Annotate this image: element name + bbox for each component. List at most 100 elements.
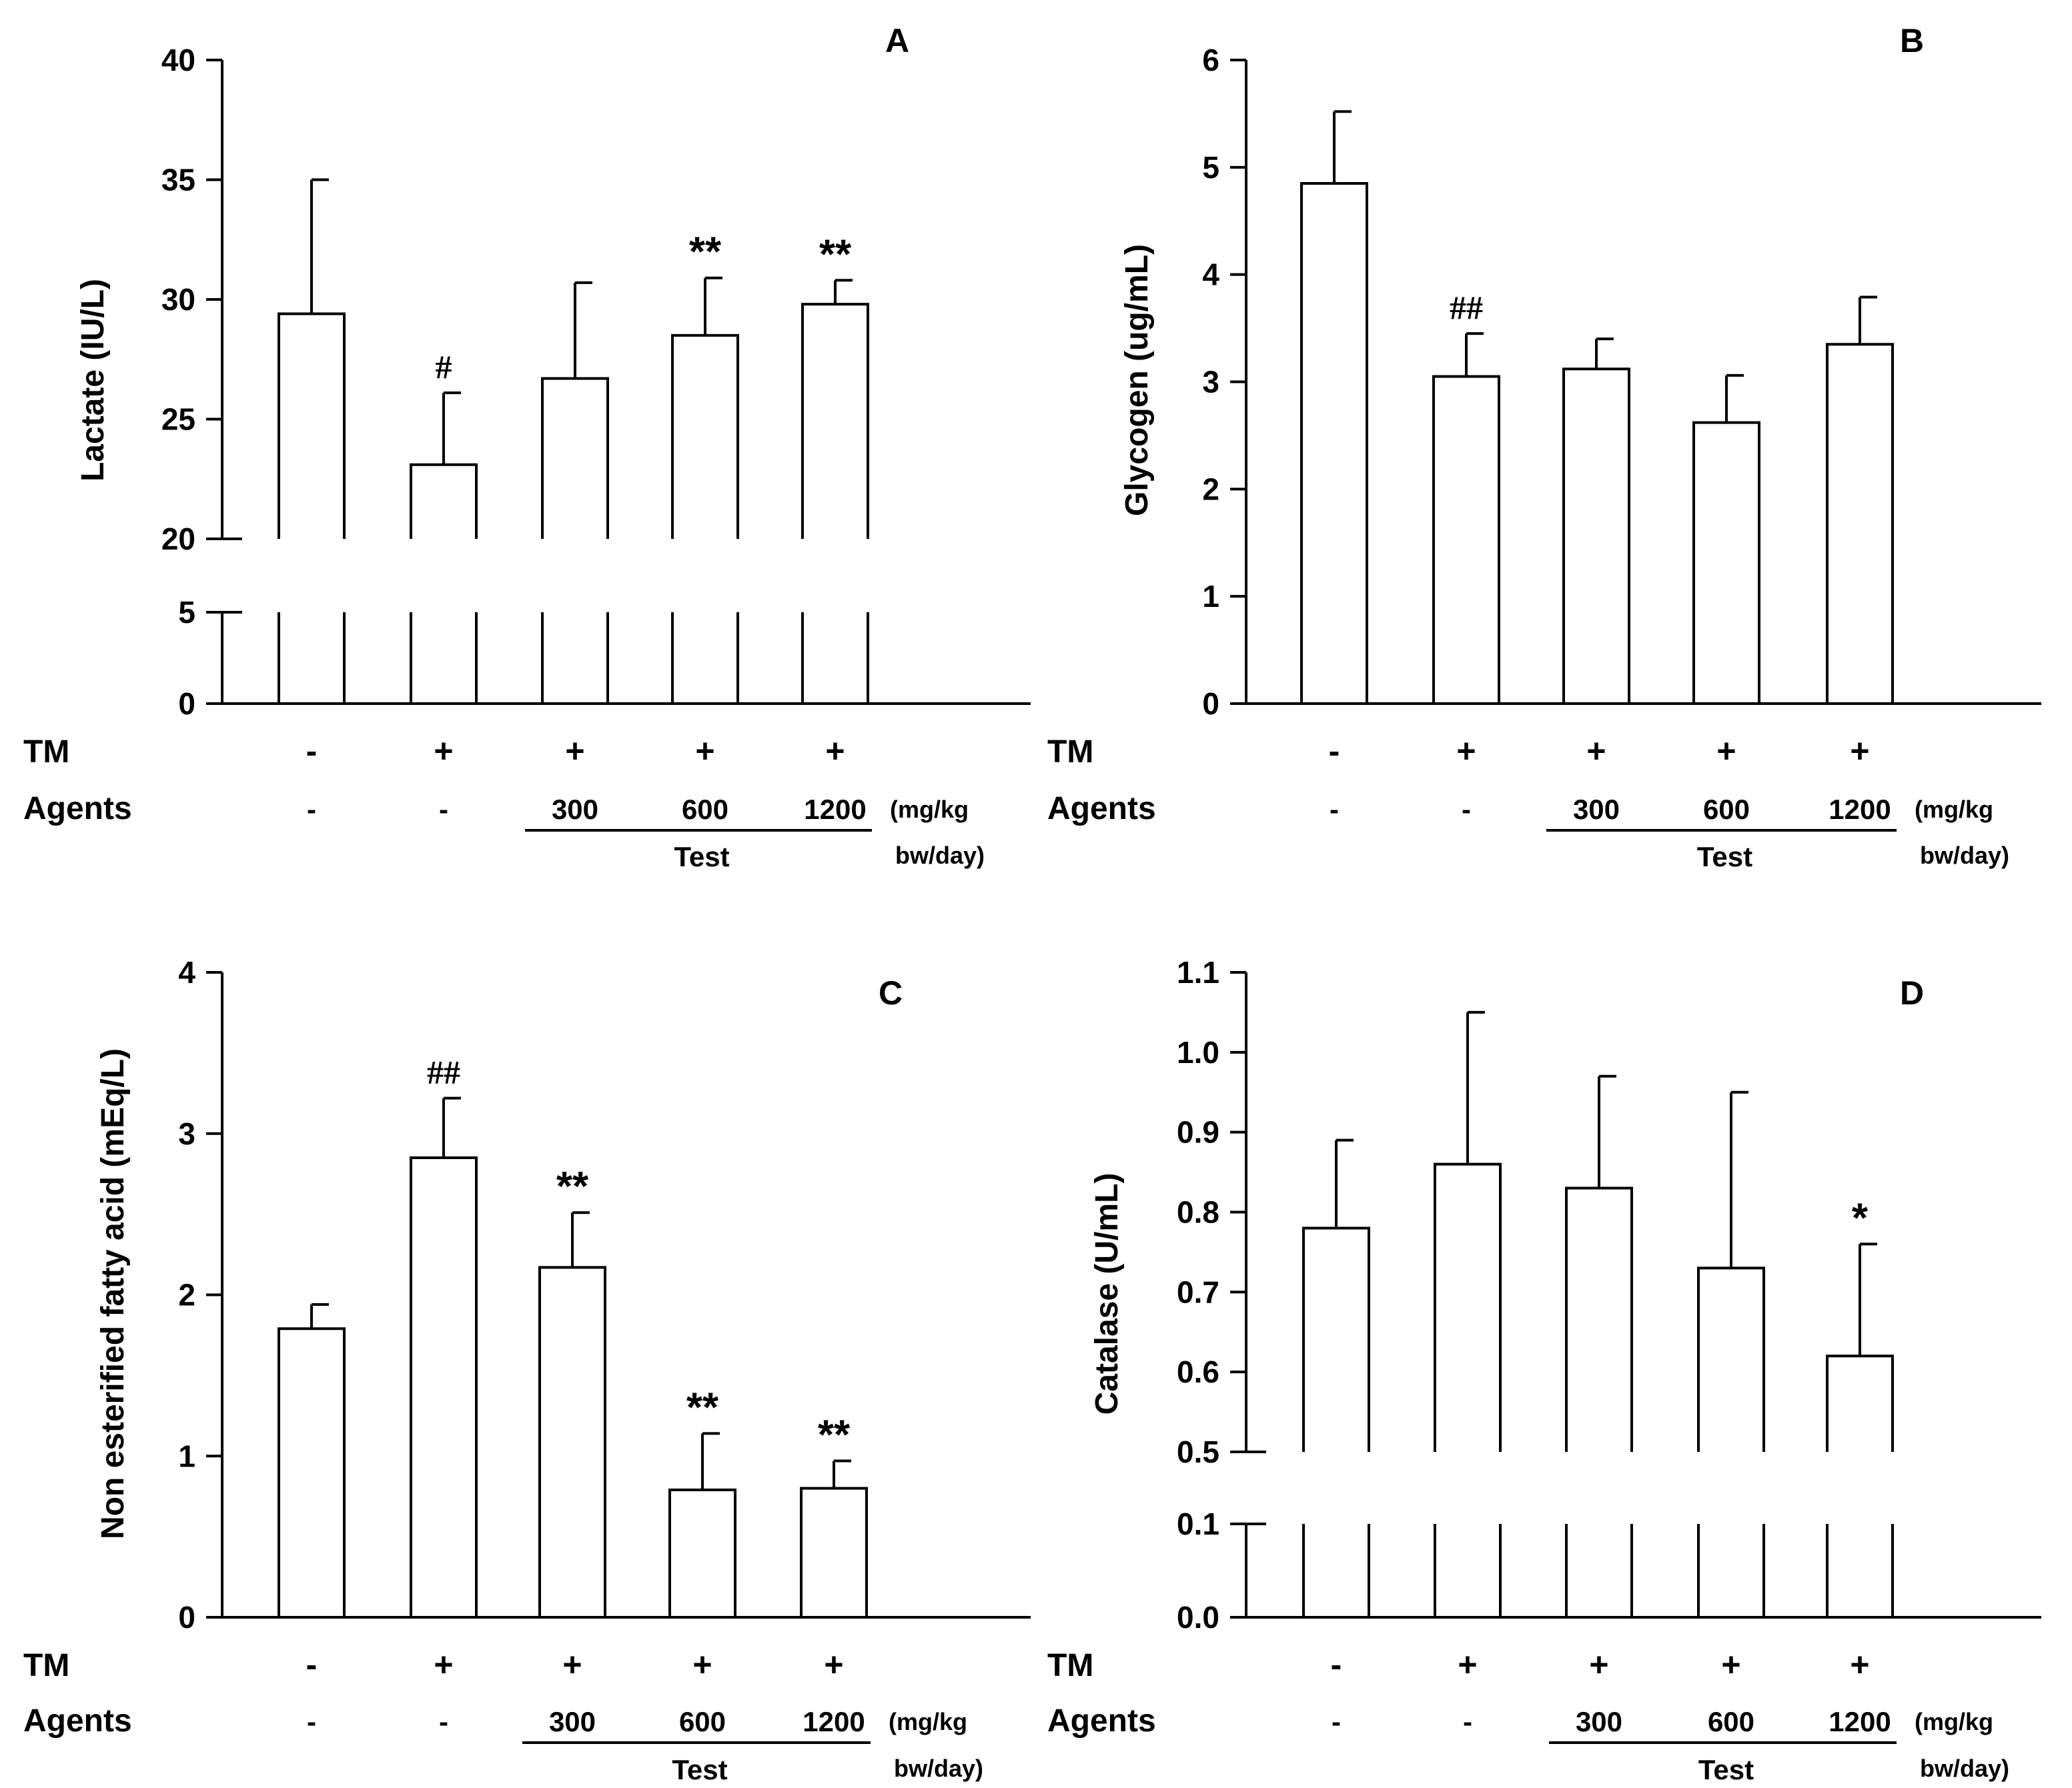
test-group-label: Test	[1697, 841, 1752, 872]
unit-label-line1: (mg/kg	[1915, 1708, 1993, 1735]
bar	[1432, 375, 1500, 704]
agent-dose: 300	[1573, 794, 1620, 825]
agent-dose: -	[1330, 794, 1339, 825]
tm-row-label: TM	[23, 734, 69, 770]
y-axis-title: Non esterified fatty acid (mEq/L)	[95, 1048, 131, 1539]
y-tick-label: 4	[178, 955, 195, 990]
y-tick-label: 0	[178, 1600, 195, 1635]
bar	[1562, 367, 1630, 704]
error-bar	[833, 1459, 851, 1489]
bar	[410, 463, 478, 704]
y-tick-label: 1.0	[1177, 1035, 1219, 1070]
y-tick-label: 25	[161, 402, 195, 437]
y-tick-label: 30	[161, 282, 195, 317]
agent-dose: 600	[682, 794, 728, 825]
agent-dose: -	[307, 1706, 316, 1737]
y-axis-title: Catalase (U/mL)	[1089, 1173, 1125, 1415]
agent-dose: 1200	[803, 1706, 865, 1737]
significance-label: **	[818, 1413, 851, 1459]
agent-dose: 300	[549, 1706, 596, 1737]
significance-label: **	[819, 231, 852, 277]
y-tick-label: 5	[1202, 150, 1219, 185]
significance-label: ##	[1450, 289, 1483, 326]
tm-row-label: TM	[23, 1648, 69, 1683]
agent-dose: -	[1463, 1706, 1472, 1737]
bar	[541, 377, 609, 704]
error-bar	[310, 178, 329, 314]
error-bar	[442, 391, 461, 465]
panel-label: A	[885, 22, 909, 59]
error-bar	[1730, 1090, 1748, 1268]
unit-label-line2: bw/day)	[1920, 842, 2009, 869]
chart-panel-a: 0 5 20 25 30 35 40 Lactate (IU/L) A - - # + - +300 ** +6…	[23, 22, 1031, 872]
agents-row-label: Agents	[1047, 791, 1156, 826]
unit-label-line2: bw/day)	[895, 842, 985, 869]
y-tick-label: 3	[178, 1116, 195, 1151]
tm-value: +	[1458, 1646, 1477, 1683]
bar	[1300, 181, 1368, 704]
y-tick-label: 1	[178, 1439, 195, 1473]
y-tick-label: 6	[1202, 43, 1219, 77]
error-bar	[574, 281, 592, 379]
bar	[1434, 1162, 1502, 1617]
y-tick-label: 20	[161, 522, 195, 556]
tm-value: +	[824, 1646, 843, 1683]
unit-label-line2: bw/day)	[1920, 1755, 2009, 1782]
error-bar	[310, 1303, 329, 1329]
chart-panel-c: 0 1 2 3 4 Non esterified fatty acid (mEq/L) C -…	[23, 955, 1031, 1785]
significance-label: *	[1852, 1195, 1869, 1241]
error-bar	[1465, 332, 1484, 377]
unit-label-line1: (mg/kg	[889, 1708, 967, 1735]
y-tick-label: 0.0	[1177, 1600, 1219, 1635]
tm-value: +	[1721, 1646, 1740, 1683]
error-bar	[704, 276, 722, 335]
test-group-label: Test	[674, 841, 729, 872]
significance-label: **	[556, 1164, 589, 1210]
y-tick-label: 0.6	[1177, 1355, 1219, 1389]
bar	[668, 1489, 736, 1617]
tm-value: +	[1716, 732, 1736, 770]
y-axis-title: Lactate (IU/L)	[75, 279, 111, 482]
error-bar	[1335, 1138, 1354, 1228]
agent-dose: 600	[1708, 1706, 1754, 1737]
error-bar	[701, 1432, 720, 1491]
bar	[1826, 1355, 1894, 1617]
agents-row-label: Agents	[23, 791, 132, 826]
agent-dose: 600	[679, 1706, 726, 1737]
error-bar	[1725, 373, 1744, 423]
error-bar	[442, 1096, 461, 1158]
agent-dose: 1200	[1829, 794, 1891, 825]
tm-value: -	[306, 1646, 318, 1683]
y-tick-label: 0.5	[1177, 1435, 1219, 1469]
agent-dose: 1200	[1829, 1706, 1891, 1737]
tm-value: -	[306, 732, 318, 770]
test-group-label: Test	[1698, 1754, 1754, 1785]
significance-label: #	[436, 348, 452, 385]
significance-label: **	[689, 229, 722, 275]
unit-label-line1: (mg/kg	[1915, 796, 1993, 823]
tm-row-label: TM	[1047, 1648, 1093, 1683]
test-group-label: Test	[672, 1754, 727, 1785]
chart-panel-d: 0.0 0.1 0.5 0.6 0.7 0.8 0.9 1.0 1.1 Catalase (U/m…	[1047, 955, 2041, 1785]
y-tick-label: 4	[1202, 257, 1219, 292]
tm-value: +	[1456, 732, 1476, 770]
tm-value: +	[825, 732, 845, 770]
y-tick-label: 2	[1202, 472, 1219, 506]
error-bar	[1333, 110, 1352, 183]
agent-dose: -	[439, 794, 448, 825]
y-tick-label: 0.8	[1177, 1195, 1219, 1230]
tm-value: +	[434, 732, 453, 770]
significance-label: ##	[427, 1054, 460, 1091]
agent-dose: -	[439, 1706, 448, 1737]
y-tick-label: 0.1	[1177, 1507, 1219, 1541]
bar	[538, 1266, 606, 1617]
error-bar	[1859, 295, 1877, 345]
y-tick-label: 0.7	[1177, 1274, 1219, 1309]
bar	[1697, 1266, 1765, 1617]
y-axis-title: Glycogen (ug/mL)	[1119, 244, 1155, 516]
tm-value: +	[562, 1646, 582, 1683]
tm-value: +	[434, 1646, 453, 1683]
panel-label: C	[879, 974, 903, 1012]
error-bar	[1598, 1074, 1616, 1188]
unit-label-line2: bw/day)	[894, 1755, 983, 1782]
